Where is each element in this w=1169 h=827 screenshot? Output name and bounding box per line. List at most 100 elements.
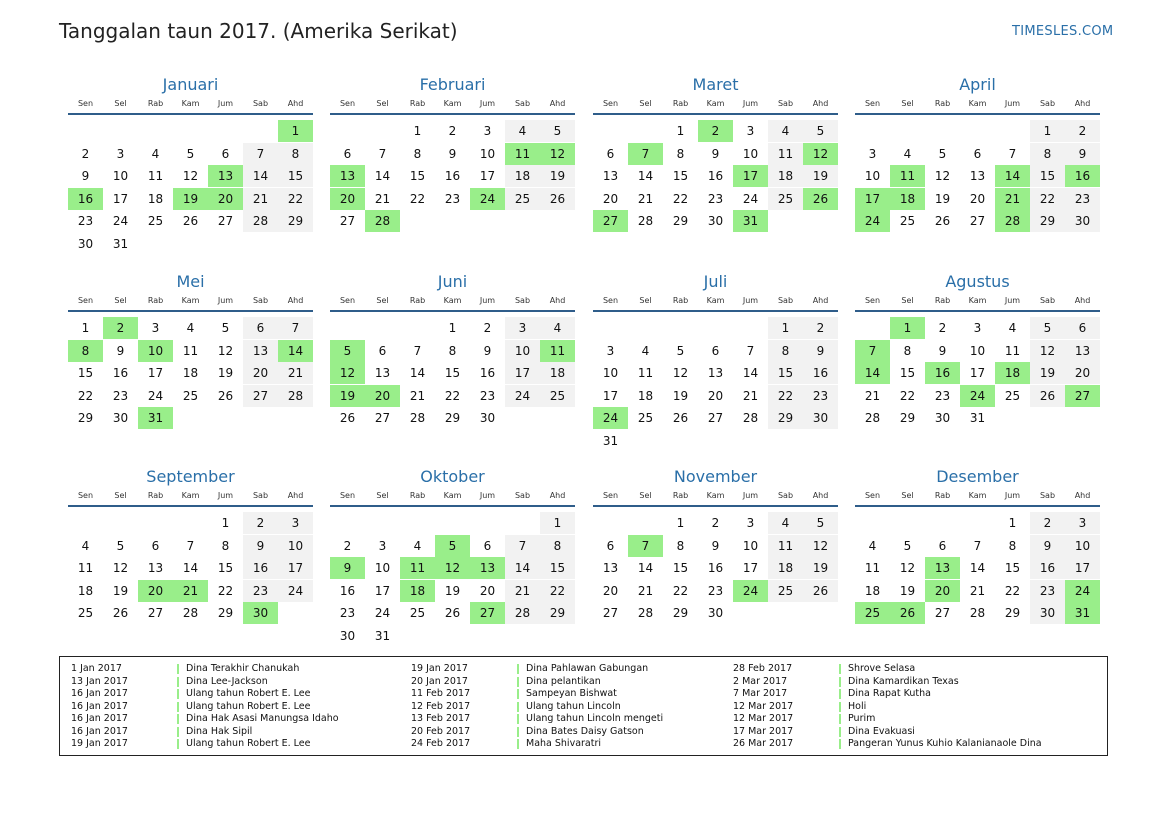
day-cell: 2 <box>448 124 457 138</box>
empty-cell <box>733 317 768 339</box>
holiday-day-cell: 2 <box>698 120 733 142</box>
empty-cell <box>365 317 400 339</box>
weekday-label: Jum <box>479 99 496 108</box>
holiday-day-cell: 7 <box>628 534 663 557</box>
day-cell: 10 <box>969 343 986 358</box>
day-cell: 1 <box>81 321 90 335</box>
day-cell: 13 <box>602 561 619 576</box>
day-cell: 18 <box>77 583 94 598</box>
day-cell: 15 <box>409 169 426 184</box>
day-cell: 22 <box>1004 583 1021 598</box>
day-cell: 21 <box>374 191 391 206</box>
day-cell: 25 <box>768 187 803 210</box>
weekday-label: Kam <box>181 491 200 500</box>
day-cell: 9 <box>243 534 278 557</box>
legend-row: 28 Feb 2017 Shrove Selasa <box>722 663 1042 676</box>
holiday-marker <box>839 714 841 724</box>
weekday-header: Sen Sel Rab Kam Jum Sab Ahd <box>593 96 838 115</box>
weekday-label: Kam <box>706 296 725 305</box>
day-cell: 6 <box>711 343 720 358</box>
day-cell: 12 <box>217 343 234 358</box>
day-cell: 3 <box>378 538 387 553</box>
weekday-label: Sen <box>602 99 619 108</box>
holiday-name: Dina Pahlawan Gabungan <box>526 663 649 674</box>
weekday-label: Sen <box>77 99 94 108</box>
day-cell: 14 <box>637 561 654 576</box>
weekday-header: Sen Sel Rab Kam Jum Sab Ahd <box>855 96 1100 115</box>
holiday-date: 11 Feb 2017 <box>411 688 471 699</box>
day-cell: 17 <box>969 366 986 381</box>
holiday-marker <box>839 739 841 749</box>
day-cell: 27 <box>217 214 234 229</box>
holiday-day-cell: 25 <box>855 602 890 625</box>
day-cell: 17 <box>147 366 164 381</box>
holiday-day-cell: 2 <box>103 317 138 339</box>
day-grid: 1 2 3 4 5 6 7 8 9 10 11 12 13 14 15 16 17 18 19 20 21 22 23 24 2… <box>593 512 838 625</box>
holiday-name: Ulang tahun Robert E. Lee <box>186 738 311 749</box>
day-cell: 1 <box>448 321 457 335</box>
day-cell: 29 <box>768 407 803 430</box>
holiday-name: Maha Shivaratri <box>526 738 602 749</box>
legend-row: 12 Feb 2017 Ulang tahun Lincoln <box>400 701 663 714</box>
day-cell: 22 <box>540 579 575 602</box>
day-cell: 16 <box>707 169 724 184</box>
legend-row: 19 Jan 2017 Ulang tahun Robert E. Lee <box>60 738 339 751</box>
month-november: November Sen Sel Rab Kam Jum Sab Ahd 1 2 3 4 5 6 7 8 9 10… <box>593 466 838 625</box>
weekday-label: Sen <box>864 296 881 305</box>
empty-cell <box>628 512 663 534</box>
day-cell: 23 <box>243 579 278 602</box>
holiday-marker <box>839 664 841 674</box>
holiday-date: 26 Mar 2017 <box>733 738 794 749</box>
brand-link[interactable]: TIMESLES.COM <box>1012 24 1114 39</box>
empty-cell <box>593 120 628 142</box>
day-cell: 29 <box>1030 210 1065 233</box>
holiday-day-cell: 30 <box>243 602 278 625</box>
day-cell: 25 <box>505 187 540 210</box>
month-name: Juli <box>703 272 728 291</box>
weekday-label: Jum <box>742 296 759 305</box>
month-juni: Juni Sen Sel Rab Kam Jum Sab Ahd 1 2 3 4 5 6 7 8 9 10 11 12… <box>330 271 575 430</box>
day-cell: 8 <box>676 538 685 553</box>
empty-cell <box>960 512 995 534</box>
day-cell: 13 <box>969 169 986 184</box>
holiday-day-cell: 16 <box>925 362 960 385</box>
day-cell: 1 <box>1008 516 1017 530</box>
day-cell: 12 <box>1030 339 1065 362</box>
holiday-name: Holi <box>848 700 867 712</box>
weekday-label: Sab <box>777 491 794 500</box>
weekday-header: Sen Sel Rab Kam Jum Sab Ahd <box>68 293 313 312</box>
day-cell: 16 <box>1030 557 1065 580</box>
day-cell: 22 <box>672 191 689 206</box>
holiday-marker <box>517 689 519 699</box>
holiday-day-cell: 28 <box>365 210 400 233</box>
holiday-name: Shrove Selasa <box>848 663 916 674</box>
holiday-day-cell: 24 <box>1065 579 1100 602</box>
day-cell: 27 <box>934 606 951 621</box>
day-cell: 17 <box>1065 557 1100 580</box>
day-cell: 18 <box>637 388 654 403</box>
day-cell: 22 <box>899 388 916 403</box>
weekday-label: Rab <box>672 491 689 500</box>
day-cell: 27 <box>243 384 278 407</box>
holiday-day-cell: 20 <box>138 579 173 602</box>
holiday-day-cell: 17 <box>855 187 890 210</box>
day-cell: 26 <box>540 187 575 210</box>
weekday-label: Sel <box>114 491 127 500</box>
day-cell: 7 <box>378 146 387 161</box>
empty-cell <box>400 512 435 534</box>
holiday-day-cell: 24 <box>733 579 768 602</box>
day-grid: 1 2 3 4 5 6 7 8 9 10 11 12 13 14 15 16 17 18 19 20 21 22 23 24 2… <box>330 512 575 648</box>
day-cell: 8 <box>448 343 457 358</box>
day-cell: 30 <box>77 236 94 251</box>
weekday-label: Sen <box>77 491 94 500</box>
day-cell: 9 <box>1030 534 1065 557</box>
weekday-label: Rab <box>147 296 164 305</box>
holiday-day-cell: 27 <box>1065 384 1100 407</box>
day-cell: 12 <box>934 169 951 184</box>
holiday-name: Pangeran Yunus Kuhio Kalanianaole Dina <box>848 738 1042 749</box>
day-cell: 31 <box>969 411 986 426</box>
day-cell: 4 <box>1008 321 1017 335</box>
day-cell: 2 <box>343 538 352 553</box>
day-cell: 22 <box>77 388 94 403</box>
day-cell: 2 <box>483 321 492 335</box>
